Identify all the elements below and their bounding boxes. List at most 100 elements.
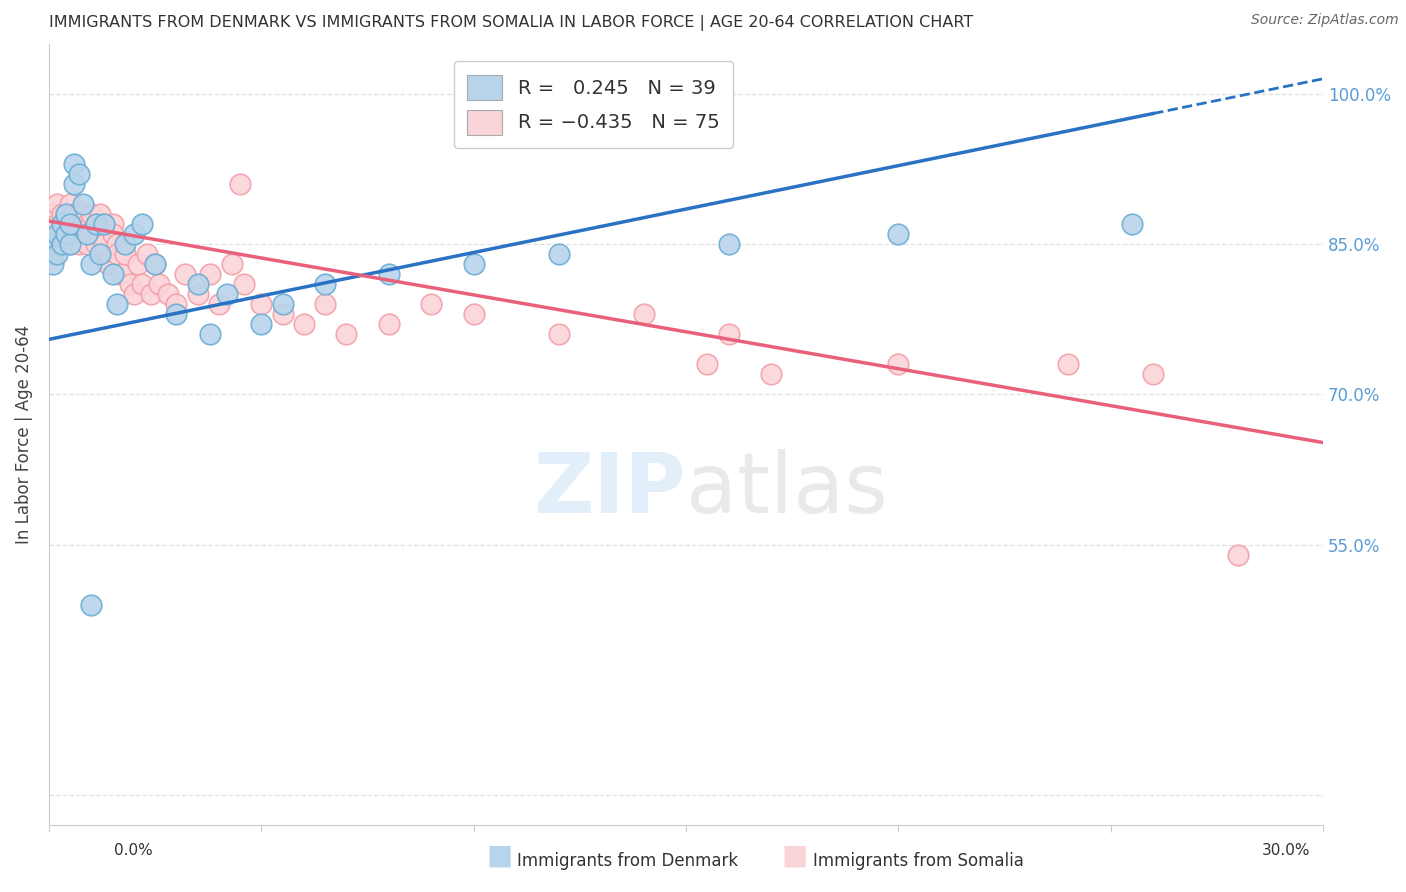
Point [165, 297, 187, 311]
Point [377, 318, 399, 332]
Point [131, 277, 153, 292]
Point [42, 257, 65, 271]
Point [67, 167, 90, 181]
Point [63, 227, 86, 241]
Point [135, 247, 157, 261]
Point [89, 207, 111, 221]
Point [101, 227, 124, 241]
Text: 30.0%: 30.0% [1263, 843, 1310, 858]
Point [51, 237, 73, 252]
Point [463, 257, 485, 271]
Text: ■: ■ [782, 842, 807, 870]
Point [59, 197, 82, 211]
Point [59, 237, 82, 252]
Point [271, 297, 294, 311]
Point [271, 307, 294, 321]
Point [55, 227, 77, 241]
Point [547, 327, 569, 342]
Text: Immigrants from Denmark: Immigrants from Denmark [517, 852, 738, 870]
Point [55, 227, 77, 241]
Text: ■: ■ [486, 842, 512, 870]
Point [187, 287, 209, 301]
Text: ZIP: ZIP [533, 449, 686, 530]
Point [696, 358, 718, 372]
Point [105, 237, 128, 252]
Point [42, 237, 65, 252]
Point [51, 207, 73, 221]
Point [59, 237, 82, 252]
Point [63, 207, 86, 221]
Point [250, 297, 273, 311]
Legend: R =   0.245   N = 39, R = −0.435   N = 75: R = 0.245 N = 39, R = −0.435 N = 75 [454, 62, 733, 148]
Point [80, 207, 103, 221]
Point [114, 247, 136, 261]
Point [143, 257, 166, 271]
Point [156, 287, 179, 301]
Point [229, 177, 252, 191]
Point [759, 368, 782, 382]
Point [118, 277, 141, 292]
Point [51, 217, 73, 231]
Point [80, 217, 103, 231]
Point [717, 327, 740, 342]
Point [633, 307, 655, 321]
Point [1142, 368, 1164, 382]
Point [200, 327, 222, 342]
Point [101, 217, 124, 231]
Point [72, 217, 94, 231]
Text: IMMIGRANTS FROM DENMARK VS IMMIGRANTS FROM SOMALIA IN LABOR FORCE | AGE 20-64 CO: IMMIGRANTS FROM DENMARK VS IMMIGRANTS FR… [49, 15, 973, 31]
Point [165, 307, 187, 321]
Point [1121, 217, 1143, 231]
Point [887, 358, 910, 372]
Point [93, 237, 115, 252]
Point [335, 327, 357, 342]
Point [97, 257, 120, 271]
Point [89, 247, 111, 261]
Point [463, 307, 485, 321]
Point [1227, 548, 1250, 562]
Point [63, 177, 86, 191]
Point [84, 217, 107, 231]
Point [292, 318, 315, 332]
Point [105, 247, 128, 261]
Point [59, 217, 82, 231]
Point [221, 257, 243, 271]
Point [717, 237, 740, 252]
Point [55, 207, 77, 221]
Point [63, 157, 86, 171]
Point [93, 217, 115, 231]
Point [122, 227, 145, 241]
Point [127, 257, 149, 271]
Point [42, 207, 65, 221]
Point [76, 217, 98, 231]
Point [377, 267, 399, 281]
Point [76, 227, 98, 241]
Point [42, 247, 65, 261]
Point [131, 217, 153, 231]
Point [67, 237, 90, 252]
Point [233, 277, 256, 292]
Point [547, 247, 569, 261]
Point [80, 598, 103, 612]
Text: Source: ZipAtlas.com: Source: ZipAtlas.com [1251, 13, 1399, 28]
Point [1057, 358, 1080, 372]
Point [72, 227, 94, 241]
Point [51, 237, 73, 252]
Text: Immigrants from Somalia: Immigrants from Somalia [813, 852, 1024, 870]
Point [143, 257, 166, 271]
Point [314, 277, 336, 292]
Point [76, 237, 98, 252]
Point [105, 297, 128, 311]
Point [200, 267, 222, 281]
Point [89, 227, 111, 241]
Point [114, 237, 136, 252]
Point [46, 227, 69, 241]
Point [314, 297, 336, 311]
Point [208, 297, 231, 311]
Point [148, 277, 170, 292]
Point [67, 207, 90, 221]
Point [63, 217, 86, 231]
Point [67, 217, 90, 231]
Point [55, 217, 77, 231]
Point [887, 227, 910, 241]
